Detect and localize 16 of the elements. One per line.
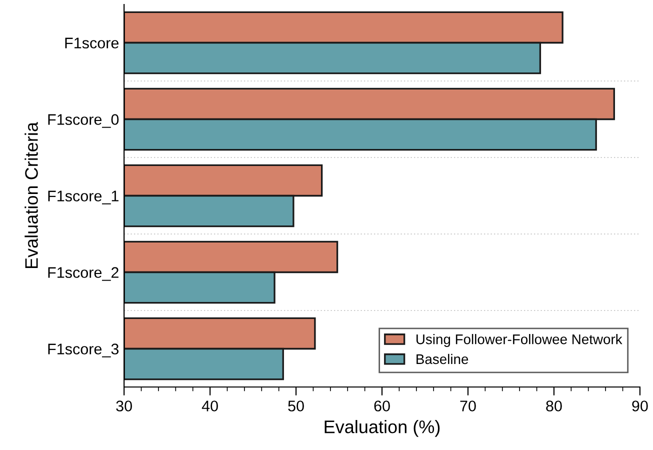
y-tick-label: F1score (65, 38, 119, 48)
x-tick-label: 40 (202, 400, 218, 412)
legend-label: Baseline (416, 354, 468, 364)
x-tick-label: 50 (288, 400, 304, 412)
y-tick-label: F1score_1 (48, 190, 118, 204)
y-tick-label: F1score_2 (48, 267, 118, 281)
y-tick-label: F1score_0 (48, 114, 119, 128)
x-tick-label: 30 (116, 400, 132, 412)
legend-label: Using Follower-Followee Network (416, 334, 622, 347)
x-tick-label: 90 (632, 400, 648, 412)
x-axis-title: Evaluation (%) (324, 420, 440, 437)
x-tick-label: 80 (546, 400, 562, 412)
y-axis-title: Evaluation Criteria (24, 122, 38, 268)
y-tick-label: F1score_3 (48, 344, 119, 358)
x-tick-label: 70 (460, 400, 476, 412)
x-tick-label: 60 (374, 400, 390, 412)
